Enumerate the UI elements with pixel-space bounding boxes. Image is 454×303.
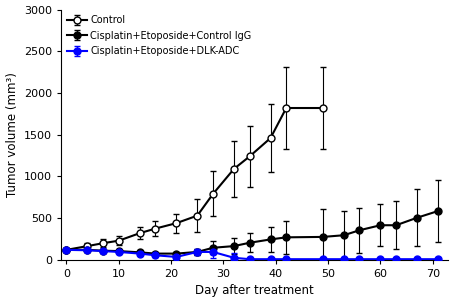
- X-axis label: Day after treatment: Day after treatment: [196, 285, 314, 298]
- Legend: Control, Cisplatin+Etoposide+Control IgG, Cisplatin+Etoposide+DLK-ADC: Control, Cisplatin+Etoposide+Control IgG…: [64, 12, 255, 59]
- Y-axis label: Tumor volume (mm³): Tumor volume (mm³): [5, 72, 19, 197]
